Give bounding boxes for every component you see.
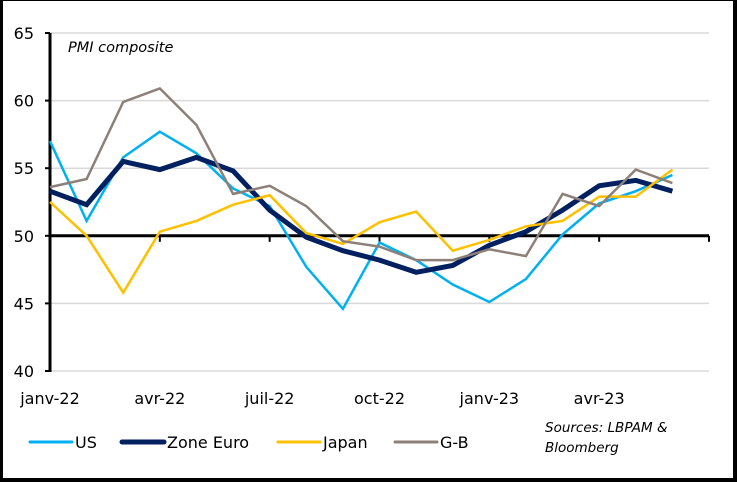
x-tick-label: janv-23 xyxy=(459,389,520,408)
legend-item-us: US xyxy=(28,433,97,452)
y-tick-label: 65 xyxy=(14,24,34,43)
legend-label: G-B xyxy=(440,433,469,452)
legend-item-japan: Japan xyxy=(276,433,368,452)
series-line-g-b xyxy=(49,86,673,262)
source-note-line-1: Sources: LBPAM & xyxy=(545,420,668,436)
source-note-line-2: Bloomberg xyxy=(545,440,619,456)
x-tick-label: avr-23 xyxy=(574,389,625,408)
y-tick-label: 40 xyxy=(14,362,34,381)
legend-item-g-b: G-B xyxy=(393,433,469,452)
chart-title: PMI composite xyxy=(68,40,173,56)
y-tick-label: 55 xyxy=(14,159,34,178)
legend-label: Zone Euro xyxy=(167,433,249,452)
axes xyxy=(48,33,710,372)
series-line-japan xyxy=(49,168,674,295)
y-axis-ticks: 40 45 50 55 60 65 xyxy=(14,24,50,381)
x-tick-label: janv-22 xyxy=(19,389,80,408)
legend: US Zone Euro Japan G-B xyxy=(28,433,469,452)
x-tick-label: oct-22 xyxy=(354,389,405,408)
legend-label: Japan xyxy=(322,433,368,452)
y-tick-label: 50 xyxy=(14,227,34,246)
x-axis-ticks: janv-22 avr-22 juil-22 oct-22 janv-23 avr-23 xyxy=(19,389,624,408)
series-lines xyxy=(48,86,674,311)
series-line-zone-euro xyxy=(49,154,674,275)
y-tick-label: 60 xyxy=(14,92,34,111)
x-tick-label: juil-22 xyxy=(244,389,295,408)
gridlines xyxy=(50,32,709,372)
x-tick-label: avr-22 xyxy=(134,389,185,408)
legend-item-zone-euro: Zone Euro xyxy=(119,433,249,452)
y-tick-label: 45 xyxy=(14,294,34,313)
series-line-us xyxy=(48,130,673,311)
legend-label: US xyxy=(75,433,97,452)
